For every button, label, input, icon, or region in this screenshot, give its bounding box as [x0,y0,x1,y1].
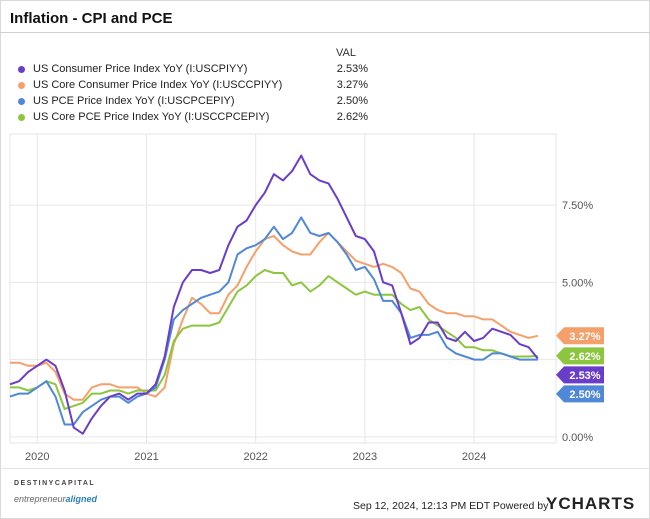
legend-marker-icon [18,66,25,73]
end-value-flag [556,385,604,403]
y-tick-label: 0.00% [562,432,593,444]
legend-series-name: US Consumer Price Index YoY (I:USCPIYY) [33,63,248,75]
y-tick-label: 7.50% [562,200,593,212]
legend-series-value: 2.62% [336,111,368,123]
legend-series-value: 3.27% [336,79,368,91]
title-divider [0,32,650,33]
end-value-label: 2.53% [569,370,600,382]
end-value-label: 2.62% [569,351,600,363]
legend-item[interactable]: US Core PCE Price Index YoY (I:USCCPCEPI… [18,110,368,126]
chart-title: Inflation - CPI and PCE [10,10,173,27]
end-value-flag [556,366,604,384]
legend-value-header: VAL [336,47,356,59]
legend-series-value: 2.50% [336,95,368,107]
plot-area [9,133,557,444]
x-tick-label: 2021 [134,451,158,463]
x-tick-label: 2023 [353,451,377,463]
entrepreneur-aligned-logo: entrepreneuraligned [14,494,98,504]
series-line [10,231,539,401]
legend-item[interactable]: US PCE Price Index YoY (I:USCPCEPIY) 2.50… [18,94,368,110]
legend-series-name: US PCE Price Index YoY (I:USCPCEPIY) [33,95,235,107]
legend-marker-icon [18,114,25,121]
series-line [9,154,539,435]
legend-marker-icon [18,98,25,105]
destiny-capital-logo: DESTINYCAPITAL [14,480,96,487]
legend-series-name: US Core Consumer Price Index YoY (I:USCC… [33,79,283,91]
end-value-flag [556,347,604,365]
x-tick-label: 2020 [25,451,49,463]
end-value-label: 3.27% [569,331,600,343]
legend-item[interactable]: US Consumer Price Index YoY (I:USCPIYY) 2… [18,62,368,78]
legend-series-name: US Core PCE Price Index YoY (I:USCCPCEPI… [33,111,270,123]
y-tick-label: 5.00% [562,277,593,289]
end-value-flag [556,327,604,345]
end-value-label: 2.50% [569,389,600,401]
ycharts-logo[interactable]: YCHARTS [546,494,636,513]
footer-divider [0,468,650,469]
series-line [10,269,538,410]
footer-timestamp: Sep 12, 2024, 12:13 PM EDT Powered by [353,500,549,512]
x-tick-label: 2022 [243,451,267,463]
legend-item[interactable]: US Core Consumer Price Index YoY (I:USCC… [18,78,368,94]
x-tick-label: 2024 [462,451,486,463]
legend-marker-icon [18,82,25,89]
series-line [9,216,538,426]
legend-series-value: 2.53% [336,63,368,75]
